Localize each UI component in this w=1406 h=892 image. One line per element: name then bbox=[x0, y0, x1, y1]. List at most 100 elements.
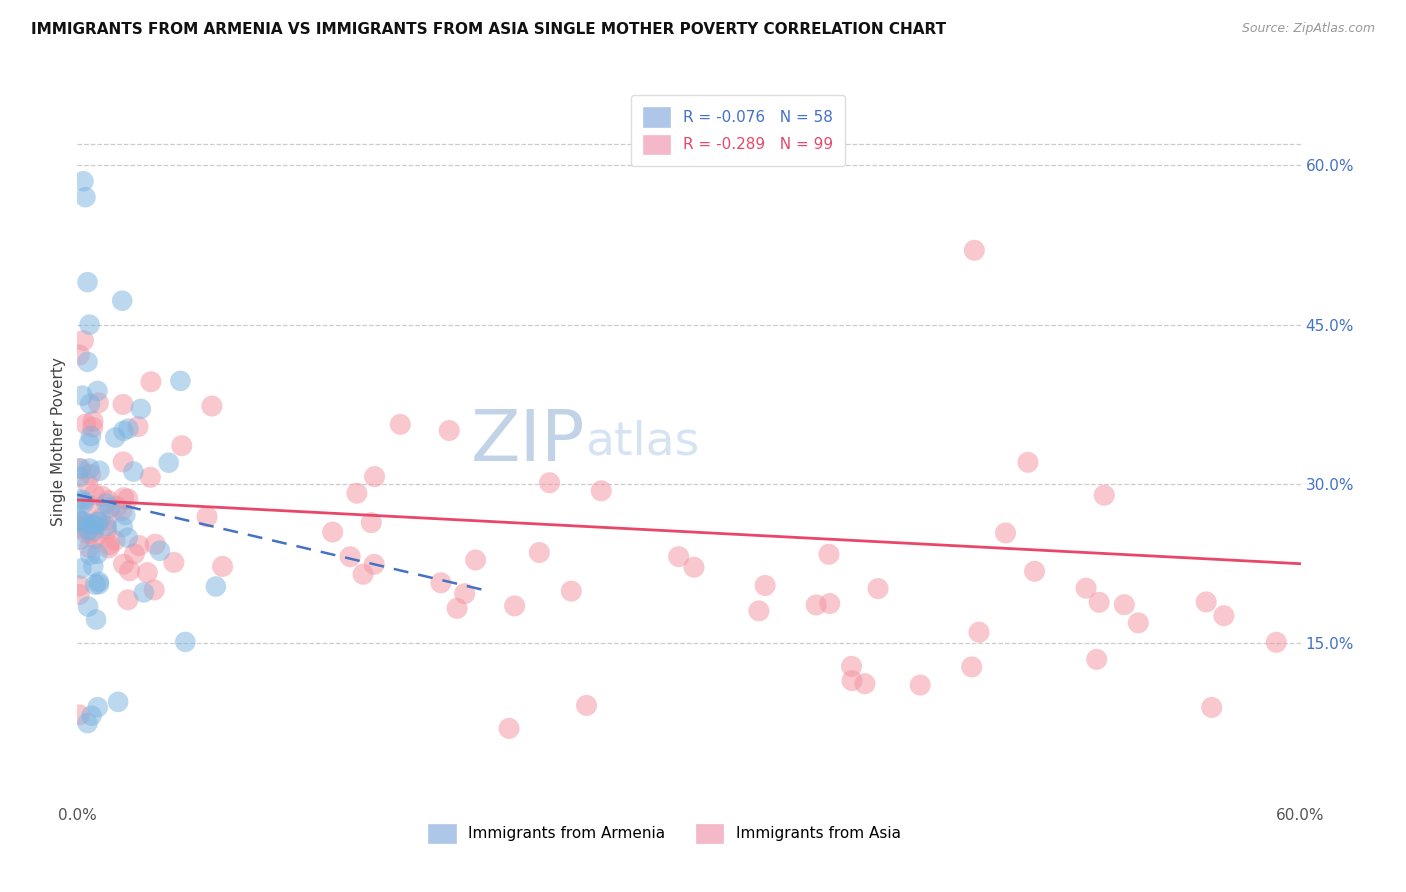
Point bbox=[139, 470, 162, 484]
Point bbox=[1195, 595, 1218, 609]
Point bbox=[322, 524, 344, 539]
Point bbox=[1201, 700, 1223, 714]
Point bbox=[967, 625, 990, 640]
Point bbox=[1088, 595, 1111, 609]
Point bbox=[389, 417, 412, 432]
Point bbox=[112, 491, 135, 505]
Point bbox=[1114, 598, 1136, 612]
Point bbox=[1017, 455, 1039, 469]
Point bbox=[1128, 615, 1150, 630]
Point bbox=[117, 491, 139, 506]
Point bbox=[69, 470, 91, 484]
Point bbox=[87, 577, 110, 591]
Point bbox=[80, 708, 103, 723]
Point bbox=[107, 695, 129, 709]
Point bbox=[818, 547, 841, 561]
Point bbox=[754, 578, 776, 592]
Point bbox=[82, 414, 104, 428]
Point bbox=[87, 515, 110, 529]
Point bbox=[72, 389, 94, 403]
Point bbox=[748, 604, 770, 618]
Point bbox=[67, 579, 90, 593]
Point bbox=[454, 587, 477, 601]
Point bbox=[97, 541, 120, 555]
Point bbox=[83, 532, 105, 546]
Point bbox=[72, 493, 94, 508]
Point bbox=[79, 499, 101, 513]
Point bbox=[868, 582, 890, 596]
Point bbox=[87, 574, 110, 589]
Point bbox=[67, 587, 90, 601]
Point bbox=[174, 635, 197, 649]
Point bbox=[1024, 564, 1046, 578]
Point bbox=[683, 560, 706, 574]
Point bbox=[75, 417, 97, 431]
Point bbox=[132, 585, 155, 599]
Point bbox=[560, 584, 582, 599]
Point bbox=[963, 244, 986, 258]
Point bbox=[114, 508, 136, 522]
Point bbox=[86, 384, 108, 398]
Point bbox=[446, 601, 468, 615]
Point bbox=[67, 513, 90, 527]
Point bbox=[70, 561, 93, 575]
Point bbox=[1085, 652, 1108, 666]
Point bbox=[69, 461, 91, 475]
Point bbox=[80, 526, 103, 541]
Point bbox=[112, 558, 135, 572]
Point bbox=[136, 566, 159, 580]
Point bbox=[112, 455, 135, 469]
Point bbox=[960, 660, 983, 674]
Point bbox=[1074, 581, 1097, 595]
Point bbox=[75, 525, 97, 540]
Point bbox=[80, 429, 103, 443]
Point bbox=[76, 275, 98, 289]
Point bbox=[104, 430, 127, 444]
Point bbox=[76, 477, 98, 491]
Point bbox=[67, 514, 90, 528]
Point bbox=[73, 496, 96, 510]
Point bbox=[503, 599, 526, 613]
Point bbox=[143, 582, 166, 597]
Point bbox=[118, 564, 141, 578]
Point bbox=[464, 553, 486, 567]
Point bbox=[994, 525, 1017, 540]
Point bbox=[124, 547, 146, 561]
Text: atlas: atlas bbox=[585, 419, 699, 464]
Point bbox=[127, 419, 149, 434]
Point bbox=[77, 541, 100, 555]
Y-axis label: Single Mother Poverty: Single Mother Poverty bbox=[51, 357, 66, 526]
Point bbox=[575, 698, 598, 713]
Point bbox=[69, 533, 91, 547]
Point bbox=[908, 678, 931, 692]
Point bbox=[82, 420, 104, 434]
Point bbox=[804, 598, 827, 612]
Point bbox=[80, 517, 103, 532]
Point bbox=[76, 716, 98, 731]
Point bbox=[363, 558, 385, 572]
Point bbox=[67, 707, 90, 722]
Point bbox=[668, 549, 690, 564]
Point bbox=[122, 465, 145, 479]
Point bbox=[72, 174, 94, 188]
Point bbox=[201, 399, 224, 413]
Point bbox=[363, 469, 385, 483]
Point bbox=[79, 397, 101, 411]
Point bbox=[79, 318, 101, 332]
Point bbox=[79, 461, 101, 475]
Point bbox=[818, 597, 841, 611]
Point bbox=[83, 524, 105, 538]
Point bbox=[498, 722, 520, 736]
Point bbox=[84, 577, 107, 591]
Point bbox=[76, 355, 98, 369]
Point bbox=[79, 467, 101, 482]
Point bbox=[111, 293, 134, 308]
Point bbox=[77, 436, 100, 450]
Point bbox=[841, 659, 863, 673]
Point bbox=[117, 531, 139, 545]
Legend: Immigrants from Armenia, Immigrants from Asia: Immigrants from Armenia, Immigrants from… bbox=[422, 817, 907, 849]
Point bbox=[169, 374, 191, 388]
Point bbox=[79, 548, 101, 562]
Point bbox=[96, 513, 118, 527]
Point bbox=[205, 580, 228, 594]
